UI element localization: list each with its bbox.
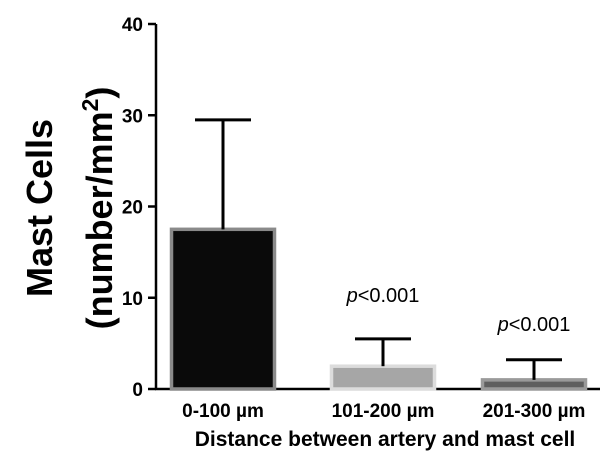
y-tick-label-3: 30 [122, 106, 143, 127]
error-bars [195, 118, 562, 380]
y-ticks: 0 10 20 30 40 [122, 15, 156, 401]
y-tick-label-0: 0 [132, 380, 143, 401]
y-tick-label-4: 40 [122, 15, 143, 36]
y-axis-units-end: ) [79, 87, 120, 99]
bar-2 [480, 378, 588, 391]
p-value-annotation-0: p<0.001 [346, 285, 420, 307]
p-symbol: p [497, 314, 509, 336]
x-tick-label-0: 0-100 µm [182, 401, 264, 422]
p-value-annotation-1: p<0.001 [497, 314, 571, 336]
y-axis-units-sup: 2 [77, 99, 103, 112]
y-axis-label-units: (number/mm2) [77, 87, 120, 330]
bar-1 [329, 364, 437, 391]
bar-0 [169, 227, 277, 391]
y-tick-label-1: 10 [122, 289, 143, 310]
x-tick-label-1: 101-200 µm [332, 401, 435, 422]
y-axis-units-base: (number/mm [79, 111, 120, 329]
p-value: <0.001 [358, 285, 420, 307]
x-ticks: 0-100 µm 101-200 µm 201-300 µm [182, 401, 585, 422]
p-symbol: p [346, 285, 358, 307]
x-axis-label: Distance between artery and mast cell [195, 428, 576, 451]
x-tick-label-2: 201-300 µm [483, 401, 586, 422]
y-tick-label-2: 20 [122, 198, 143, 219]
y-axis-label: Mast Cells [19, 119, 60, 297]
p-value: <0.001 [509, 314, 571, 336]
bars [169, 227, 588, 391]
